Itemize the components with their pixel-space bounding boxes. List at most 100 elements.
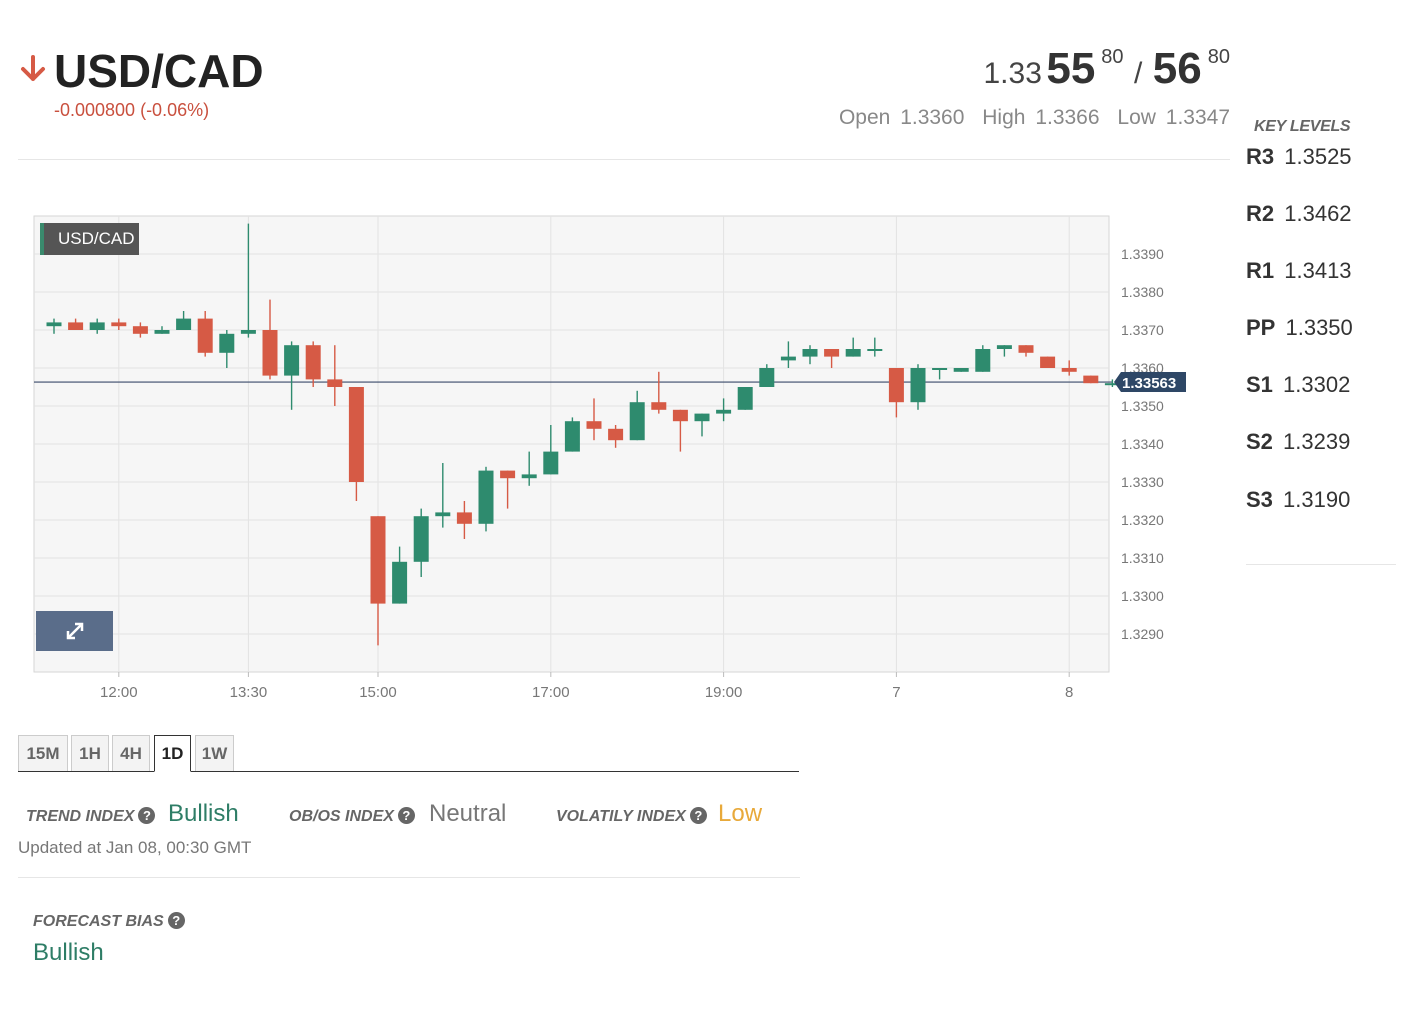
obos-index-label-text: OB/OS INDEX <box>289 808 394 825</box>
tab-4h[interactable]: 4H <box>112 735 150 771</box>
candle-body <box>737 387 753 410</box>
key-levels-title: KEY LEVELS <box>1254 118 1351 135</box>
quote-separator: / <box>1134 57 1143 90</box>
key-level-s3: S3 1.3190 <box>1246 487 1350 513</box>
candle-body <box>802 349 818 357</box>
key-level-name: S2 <box>1246 429 1273 454</box>
candle-body <box>888 368 904 403</box>
candle-body <box>608 428 624 441</box>
current-price-label: 1.33563 <box>1122 375 1176 392</box>
y-tick-label: 1.3320 <box>1121 512 1164 528</box>
candle-body <box>780 356 796 361</box>
high-label: High <box>982 106 1026 129</box>
bid-pip: 80 <box>1101 46 1124 68</box>
low-label: Low <box>1117 106 1156 129</box>
forecast-bias-value: Bullish <box>33 939 104 966</box>
candle-body <box>694 413 710 422</box>
key-level-s2: S2 1.3239 <box>1246 429 1350 455</box>
candle-body <box>1104 383 1120 386</box>
help-icon[interactable]: ? <box>689 807 707 824</box>
candle-body <box>219 333 235 353</box>
candle-body <box>111 322 127 327</box>
trend-index-label-text: TREND INDEX <box>26 808 135 825</box>
candle-body <box>132 326 148 334</box>
key-level-value: 1.3413 <box>1284 258 1352 283</box>
candle-body <box>68 322 84 330</box>
updated-timestamp: Updated at Jan 08, 00:30 GMT <box>18 838 252 857</box>
ask-pip: 80 <box>1207 46 1230 68</box>
key-level-name: R2 <box>1246 201 1275 226</box>
indexes-panel: TREND INDEX? Bullish OB/OS INDEX? Neutra… <box>18 780 800 878</box>
bid-big: 55 <box>1046 44 1096 93</box>
help-icon[interactable]: ? <box>167 912 185 929</box>
tab-1h[interactable]: 1H <box>71 735 109 771</box>
expand-icon <box>66 622 83 640</box>
candle-body <box>867 349 883 351</box>
volatility-index-label: VOLATILY INDEX? <box>556 807 707 826</box>
key-level-name: PP <box>1246 315 1276 340</box>
candle-body <box>1040 356 1056 368</box>
bid-ask-quote: 1.33 55 80 / 56 80 <box>984 44 1231 94</box>
candle-body <box>435 512 451 517</box>
candle-body <box>1083 375 1099 384</box>
bid-prefix: 1.33 <box>983 57 1042 90</box>
candle-body <box>370 516 386 604</box>
y-tick-label: 1.3290 <box>1121 626 1164 642</box>
candle-body <box>543 451 559 475</box>
tab-15m[interactable]: 15M <box>18 735 68 771</box>
candle-body <box>953 368 969 372</box>
candlestick-chart[interactable]: 1.3290 1.3300 1.3310 1.3320 1.3330 1.3340 1.33… <box>0 0 1200 710</box>
x-tick-label: 8 <box>1065 684 1073 701</box>
candle-body <box>478 470 494 524</box>
x-tick-label: 15:00 <box>359 684 397 701</box>
symbol-title: USD/CAD <box>54 45 264 97</box>
y-tick-label: 1.3300 <box>1121 588 1164 604</box>
key-level-s1: S1 1.3302 <box>1246 372 1350 398</box>
candle-body <box>197 318 213 353</box>
key-level-value: 1.3239 <box>1283 429 1351 454</box>
price-chart[interactable]: 1.3290 1.3300 1.3310 1.3320 1.3330 1.3340 1.33… <box>0 0 1200 710</box>
tab-1w[interactable]: 1W <box>195 735 234 771</box>
candle-body <box>327 379 343 387</box>
y-tick-label: 1.3330 <box>1121 474 1164 490</box>
help-icon[interactable]: ? <box>397 807 415 824</box>
y-tick-label: 1.3310 <box>1121 550 1164 566</box>
candle-body <box>586 421 602 429</box>
chart-symbol-badge: USD/CAD <box>40 223 139 255</box>
ask-big: 56 <box>1152 44 1202 93</box>
candle-body <box>521 474 537 479</box>
candle-body <box>500 470 516 479</box>
x-tick-label: 17:00 <box>532 684 570 701</box>
x-tick-label: 7 <box>892 684 900 701</box>
high-value: 1.3366 <box>1035 106 1100 129</box>
candle-body <box>240 330 256 334</box>
key-level-name: R1 <box>1246 258 1275 283</box>
obos-index-label: OB/OS INDEX? <box>289 807 415 826</box>
obos-index-value: Neutral <box>429 800 507 827</box>
candle-body <box>824 349 840 357</box>
candle-body <box>154 330 170 334</box>
candle-body <box>759 368 775 387</box>
candle-body <box>629 402 645 441</box>
candle-body <box>284 345 300 376</box>
x-tick-label: 13:30 <box>230 684 268 701</box>
key-level-value: 1.3350 <box>1285 315 1353 340</box>
candle-body <box>262 330 278 376</box>
y-tick-label: 1.3370 <box>1121 322 1164 338</box>
timeframe-tabs: 15M 1H 4H 1D 1W <box>18 735 799 772</box>
candle-body <box>1018 345 1034 353</box>
help-icon[interactable]: ? <box>138 807 156 824</box>
candle-body <box>392 561 408 604</box>
candle-body <box>651 402 667 410</box>
tab-1d[interactable]: 1D <box>154 735 191 772</box>
x-tick-label: 12:00 <box>100 684 138 701</box>
candle-body <box>89 322 105 330</box>
candle-body <box>716 409 732 414</box>
key-level-name: S3 <box>1246 487 1273 512</box>
candle-body <box>564 421 580 452</box>
key-level-pp: PP 1.3350 <box>1246 315 1353 341</box>
trend-index-label: TREND INDEX? <box>26 807 156 826</box>
current-price-badge <box>1114 372 1186 393</box>
expand-chart-button[interactable] <box>36 611 113 651</box>
candle-body <box>672 409 688 422</box>
